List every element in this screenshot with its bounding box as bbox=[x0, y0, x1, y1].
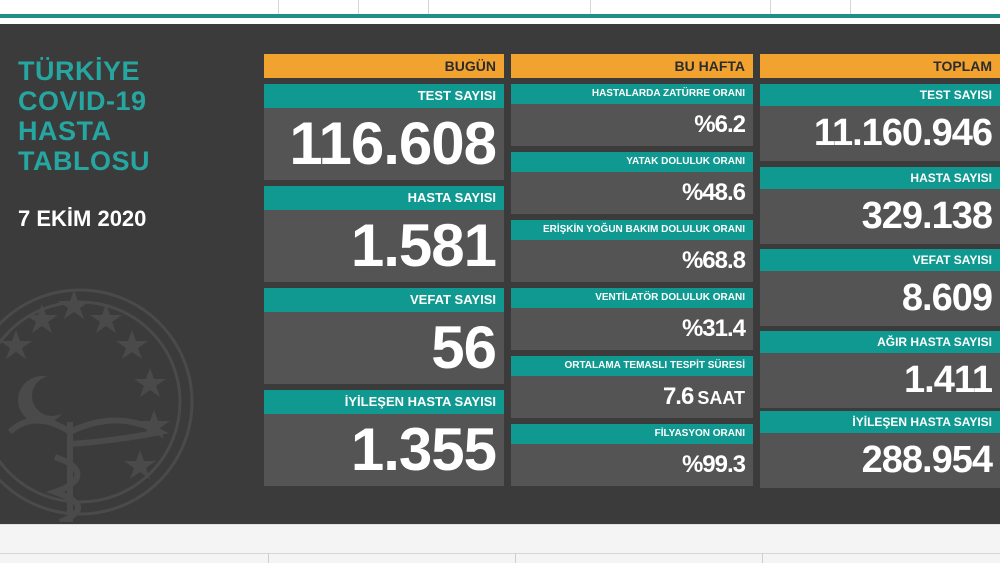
title-line: TÜRKİYE bbox=[18, 56, 141, 86]
card-value: %99.3 bbox=[511, 444, 753, 486]
card-value: 1.411 bbox=[904, 359, 993, 401]
card-label: HASTA SAYISI bbox=[760, 167, 1000, 189]
top-strip-divider bbox=[850, 0, 851, 14]
bottom-strip-divider bbox=[762, 553, 763, 563]
card-label: HASTA SAYISI bbox=[264, 186, 504, 210]
bottom-strip-line bbox=[0, 553, 1000, 554]
card-value: 288.954 bbox=[861, 439, 993, 481]
browser-bottom-strip bbox=[0, 524, 1000, 563]
card-label: TEST SAYISI bbox=[760, 84, 1000, 106]
card-label: VEFAT SAYISI bbox=[264, 288, 504, 312]
card-label: ORTALAMA TEMASLI TESPİT SÜRESİ bbox=[511, 356, 753, 376]
top-strip-divider bbox=[278, 0, 279, 14]
card-label: HASTALARDA ZATÜRRE ORANI bbox=[511, 84, 753, 104]
week-ventilator-card: VENTİLATÖR DOLULUK ORANI %31.4 bbox=[511, 288, 753, 350]
value-number: %31.4 bbox=[681, 315, 746, 342]
card-value: 329.138 bbox=[861, 195, 993, 237]
value-unit: SAAT bbox=[697, 388, 745, 408]
card-value: 11.160.946 bbox=[813, 112, 993, 154]
column-heading: BUGÜN bbox=[264, 54, 504, 78]
total-deaths-card: VEFAT SAYISI 8.609 bbox=[760, 249, 1000, 326]
card-label: İYİLEŞEN HASTA SAYISI bbox=[264, 390, 504, 414]
total-test-card: TEST SAYISI 11.160.946 bbox=[760, 84, 1000, 161]
report-date: 7 EKİM 2020 bbox=[18, 206, 147, 231]
column-heading: TOPLAM bbox=[760, 54, 1000, 78]
top-strip-divider bbox=[358, 0, 359, 14]
card-label: İYİLEŞEN HASTA SAYISI bbox=[760, 411, 1000, 433]
today-recovered-card: İYİLEŞEN HASTA SAYISI 1.355 bbox=[264, 390, 504, 486]
card-value: 1.581 bbox=[350, 212, 497, 279]
column-today: BUGÜN bbox=[264, 54, 504, 78]
card-value: %31.4 bbox=[511, 308, 753, 350]
today-cases-card: HASTA SAYISI 1.581 bbox=[264, 186, 504, 282]
card-value: %68.8 bbox=[511, 240, 753, 282]
week-icu-occupancy-card: ERİŞKİN YOĞUN BAKIM DOLULUK ORANI %68.8 bbox=[511, 220, 753, 282]
today-deaths-card: VEFAT SAYISI 56 bbox=[264, 288, 504, 384]
caduceus-icon bbox=[7, 417, 170, 522]
card-value: %48.6 bbox=[511, 172, 753, 214]
top-strip-divider bbox=[590, 0, 591, 14]
card-label: YATAK DOLULUK ORANI bbox=[511, 152, 753, 172]
card-label: FİLYASYON ORANI bbox=[511, 424, 753, 444]
card-value: 1.355 bbox=[350, 416, 497, 483]
ministry-emblem bbox=[0, 288, 194, 522]
week-contact-tracing-card: ORTALAMA TEMASLI TESPİT SÜRESİ 7.6 SAAT bbox=[511, 356, 753, 418]
total-recovered-card: İYİLEŞEN HASTA SAYISI 288.954 bbox=[760, 411, 1000, 488]
column-total: TOPLAM bbox=[760, 54, 1000, 78]
title-line: COVID-19 bbox=[18, 86, 147, 116]
card-value: 56 bbox=[431, 314, 497, 381]
browser-top-strip bbox=[0, 0, 1000, 18]
card-value: %6.2 bbox=[511, 104, 753, 146]
card-label: VEFAT SAYISI bbox=[760, 249, 1000, 271]
total-critical-card: AĞIR HASTA SAYISI 1.411 bbox=[760, 331, 1000, 408]
value-number: %48.6 bbox=[681, 179, 746, 206]
card-value: 116.608 bbox=[289, 110, 497, 177]
card-label: AĞIR HASTA SAYISI bbox=[760, 331, 1000, 353]
column-this-week: BU HAFTA bbox=[511, 54, 753, 78]
value-number: %99.3 bbox=[681, 451, 746, 478]
card-label: ERİŞKİN YOĞUN BAKIM DOLULUK ORANI bbox=[511, 220, 753, 240]
week-filiation-card: FİLYASYON ORANI %99.3 bbox=[511, 424, 753, 486]
bottom-strip-divider bbox=[515, 553, 516, 563]
bottom-strip-divider bbox=[268, 553, 269, 563]
title-line: HASTA bbox=[18, 116, 112, 146]
crescent-icon bbox=[18, 376, 72, 424]
total-cases-card: HASTA SAYISI 329.138 bbox=[760, 167, 1000, 244]
column-heading: BU HAFTA bbox=[511, 54, 753, 78]
page-title: TÜRKİYE COVID-19 HASTA TABLOSU bbox=[18, 56, 150, 176]
value-number: 7.6 bbox=[662, 383, 694, 410]
top-strip-divider bbox=[770, 0, 771, 14]
today-test-card: TEST SAYISI 116.608 bbox=[264, 84, 504, 180]
card-value: 7.6 SAAT bbox=[511, 376, 753, 418]
star-icon bbox=[0, 290, 170, 479]
card-label: TEST SAYISI bbox=[264, 84, 504, 108]
title-line: TABLOSU bbox=[18, 146, 150, 176]
card-value: 8.609 bbox=[901, 277, 993, 319]
week-pneumonia-card: HASTALARDA ZATÜRRE ORANI %6.2 bbox=[511, 84, 753, 146]
value-number: %6.2 bbox=[694, 111, 746, 138]
value-number: %68.8 bbox=[681, 247, 746, 274]
card-label: VENTİLATÖR DOLULUK ORANI bbox=[511, 288, 753, 308]
week-bed-occupancy-card: YATAK DOLULUK ORANI %48.6 bbox=[511, 152, 753, 214]
top-strip-divider bbox=[428, 0, 429, 14]
